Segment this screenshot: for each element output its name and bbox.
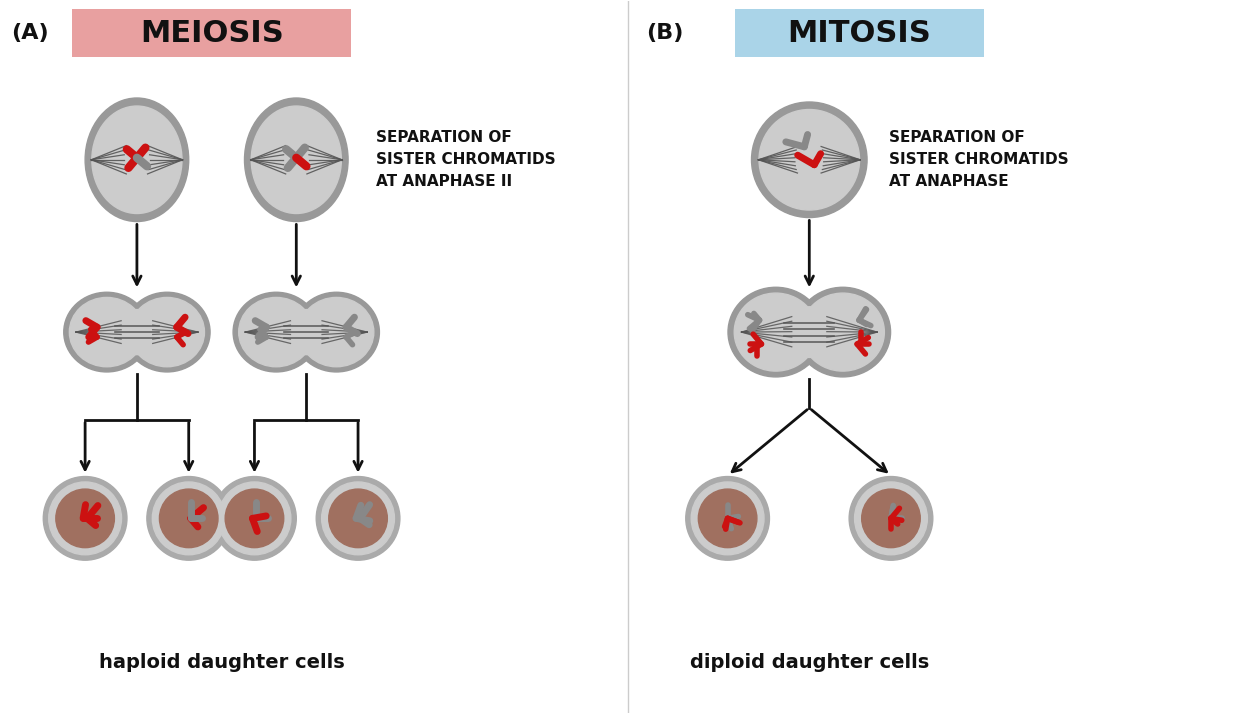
Ellipse shape (64, 292, 149, 372)
Circle shape (862, 489, 921, 548)
Ellipse shape (251, 106, 342, 213)
Ellipse shape (69, 298, 144, 367)
Circle shape (212, 476, 296, 560)
Ellipse shape (122, 310, 152, 355)
Circle shape (691, 482, 764, 555)
Text: diploid daughter cells: diploid daughter cells (690, 653, 929, 673)
Ellipse shape (234, 292, 319, 372)
Ellipse shape (793, 307, 826, 358)
Circle shape (322, 482, 394, 555)
Ellipse shape (85, 98, 188, 221)
Circle shape (152, 482, 225, 555)
Circle shape (225, 489, 284, 548)
Circle shape (751, 102, 867, 218)
Ellipse shape (289, 306, 324, 358)
Ellipse shape (299, 298, 374, 367)
Circle shape (160, 489, 219, 548)
Ellipse shape (124, 292, 210, 372)
Ellipse shape (795, 287, 891, 377)
Ellipse shape (290, 310, 322, 355)
FancyBboxPatch shape (72, 9, 352, 57)
FancyBboxPatch shape (735, 9, 983, 57)
Circle shape (329, 489, 387, 548)
Text: (A): (A) (11, 24, 49, 44)
Circle shape (219, 482, 291, 555)
Text: SEPARATION OF
SISTER CHROMATIDS
AT ANAPHASE II: SEPARATION OF SISTER CHROMATIDS AT ANAPH… (376, 130, 555, 189)
Text: MITOSIS: MITOSIS (788, 19, 931, 48)
Ellipse shape (92, 106, 182, 213)
Ellipse shape (728, 287, 824, 377)
Text: haploid daughter cells: haploid daughter cells (99, 653, 344, 673)
Text: SEPARATION OF
SISTER CHROMATIDS
AT ANAPHASE: SEPARATION OF SISTER CHROMATIDS AT ANAPH… (889, 130, 1069, 189)
Circle shape (49, 482, 122, 555)
Text: (B): (B) (646, 24, 683, 44)
Ellipse shape (129, 298, 205, 367)
Circle shape (317, 476, 399, 560)
Circle shape (759, 109, 859, 210)
Ellipse shape (801, 293, 884, 371)
Circle shape (147, 476, 231, 560)
Text: MEIOSIS: MEIOSIS (139, 19, 284, 48)
Circle shape (849, 476, 933, 560)
Circle shape (854, 482, 927, 555)
Circle shape (686, 476, 770, 560)
Circle shape (698, 489, 757, 548)
Ellipse shape (735, 293, 818, 371)
Ellipse shape (789, 303, 829, 361)
Ellipse shape (294, 292, 379, 372)
Ellipse shape (245, 98, 348, 221)
Ellipse shape (239, 298, 314, 367)
Circle shape (55, 489, 114, 548)
Ellipse shape (119, 306, 154, 358)
Circle shape (43, 476, 127, 560)
